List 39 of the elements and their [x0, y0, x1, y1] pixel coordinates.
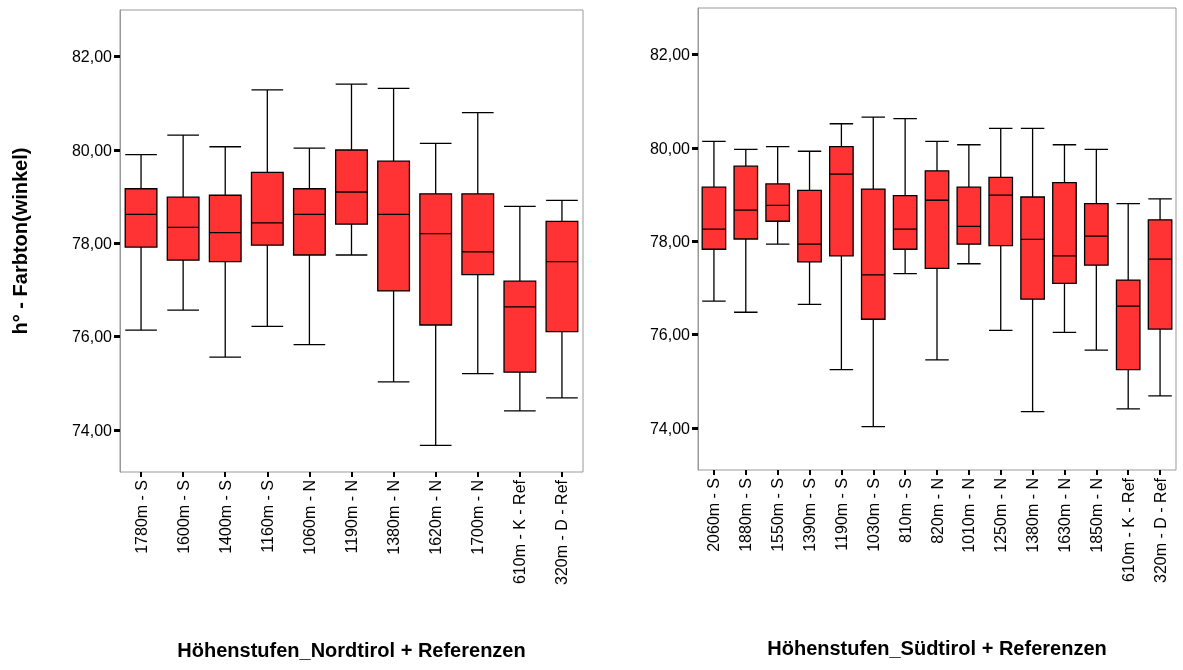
x-tick-label: 2060m - S: [705, 478, 723, 552]
x-tick-label: 1780m - S: [132, 480, 150, 554]
x-tick-label: 810m - S: [896, 478, 914, 543]
x-tick-label: 1250m - N: [992, 478, 1010, 553]
y-axis-title: h° - Farbton(winkel): [9, 147, 31, 335]
y-tick-label: 82,00: [71, 48, 113, 66]
x-tick-label: 320m - D - Ref: [553, 479, 571, 585]
y-tick-label: 76,00: [71, 328, 113, 346]
y-tick-label: 74,00: [71, 421, 113, 439]
y-tick-label: 82,00: [649, 46, 691, 64]
x-tick-label: 1550m - S: [769, 478, 787, 552]
x-tick-label: 1630m - N: [1055, 478, 1073, 553]
x-tick-label: 1600m - S: [174, 480, 192, 554]
x-tick-label: 1190m - N: [343, 480, 360, 554]
x-tick-label: 1010m - N: [960, 478, 978, 553]
y-tick-label: 78,00: [71, 234, 113, 252]
x-tick-label: 1700m - N: [469, 480, 487, 555]
x-tick-label: 320m - D - Ref: [1151, 477, 1169, 583]
x-tick-label: 1880m - S: [737, 478, 755, 552]
x-tick-label: 1620m - N: [427, 480, 445, 555]
x-tick-label: 1060m - N: [300, 480, 318, 555]
x-tick-label: 1030m - S: [864, 478, 882, 552]
y-tick-label: 78,00: [649, 232, 691, 250]
x-tick-label: 1380m - N: [385, 480, 403, 555]
x-axis-title: Höhenstufen_Südtirol + Referenzen: [767, 637, 1107, 659]
x-axis-title: Höhenstufen_Nordtirol + Referenzen: [177, 639, 526, 661]
x-tick-label: 610m - K - Ref: [1119, 477, 1137, 583]
y-tick-label: 80,00: [649, 139, 691, 157]
y-tick-label: 80,00: [71, 141, 113, 159]
x-tick-label: 1190m - S: [832, 478, 850, 551]
x-tick-label: 1160m - S: [258, 480, 276, 553]
x-tick-label: 1380m - N: [1024, 478, 1042, 553]
x-tick-label: 820m - N: [928, 478, 946, 544]
x-tick-label: 1850m - N: [1087, 478, 1105, 553]
x-tick-label: 1390m - S: [801, 478, 819, 552]
y-tick-label: 74,00: [649, 419, 691, 437]
x-tick-label: 610m - K - Ref: [511, 479, 529, 585]
y-tick-label: 76,00: [649, 326, 691, 344]
x-tick-label: 1400m - S: [216, 480, 234, 554]
